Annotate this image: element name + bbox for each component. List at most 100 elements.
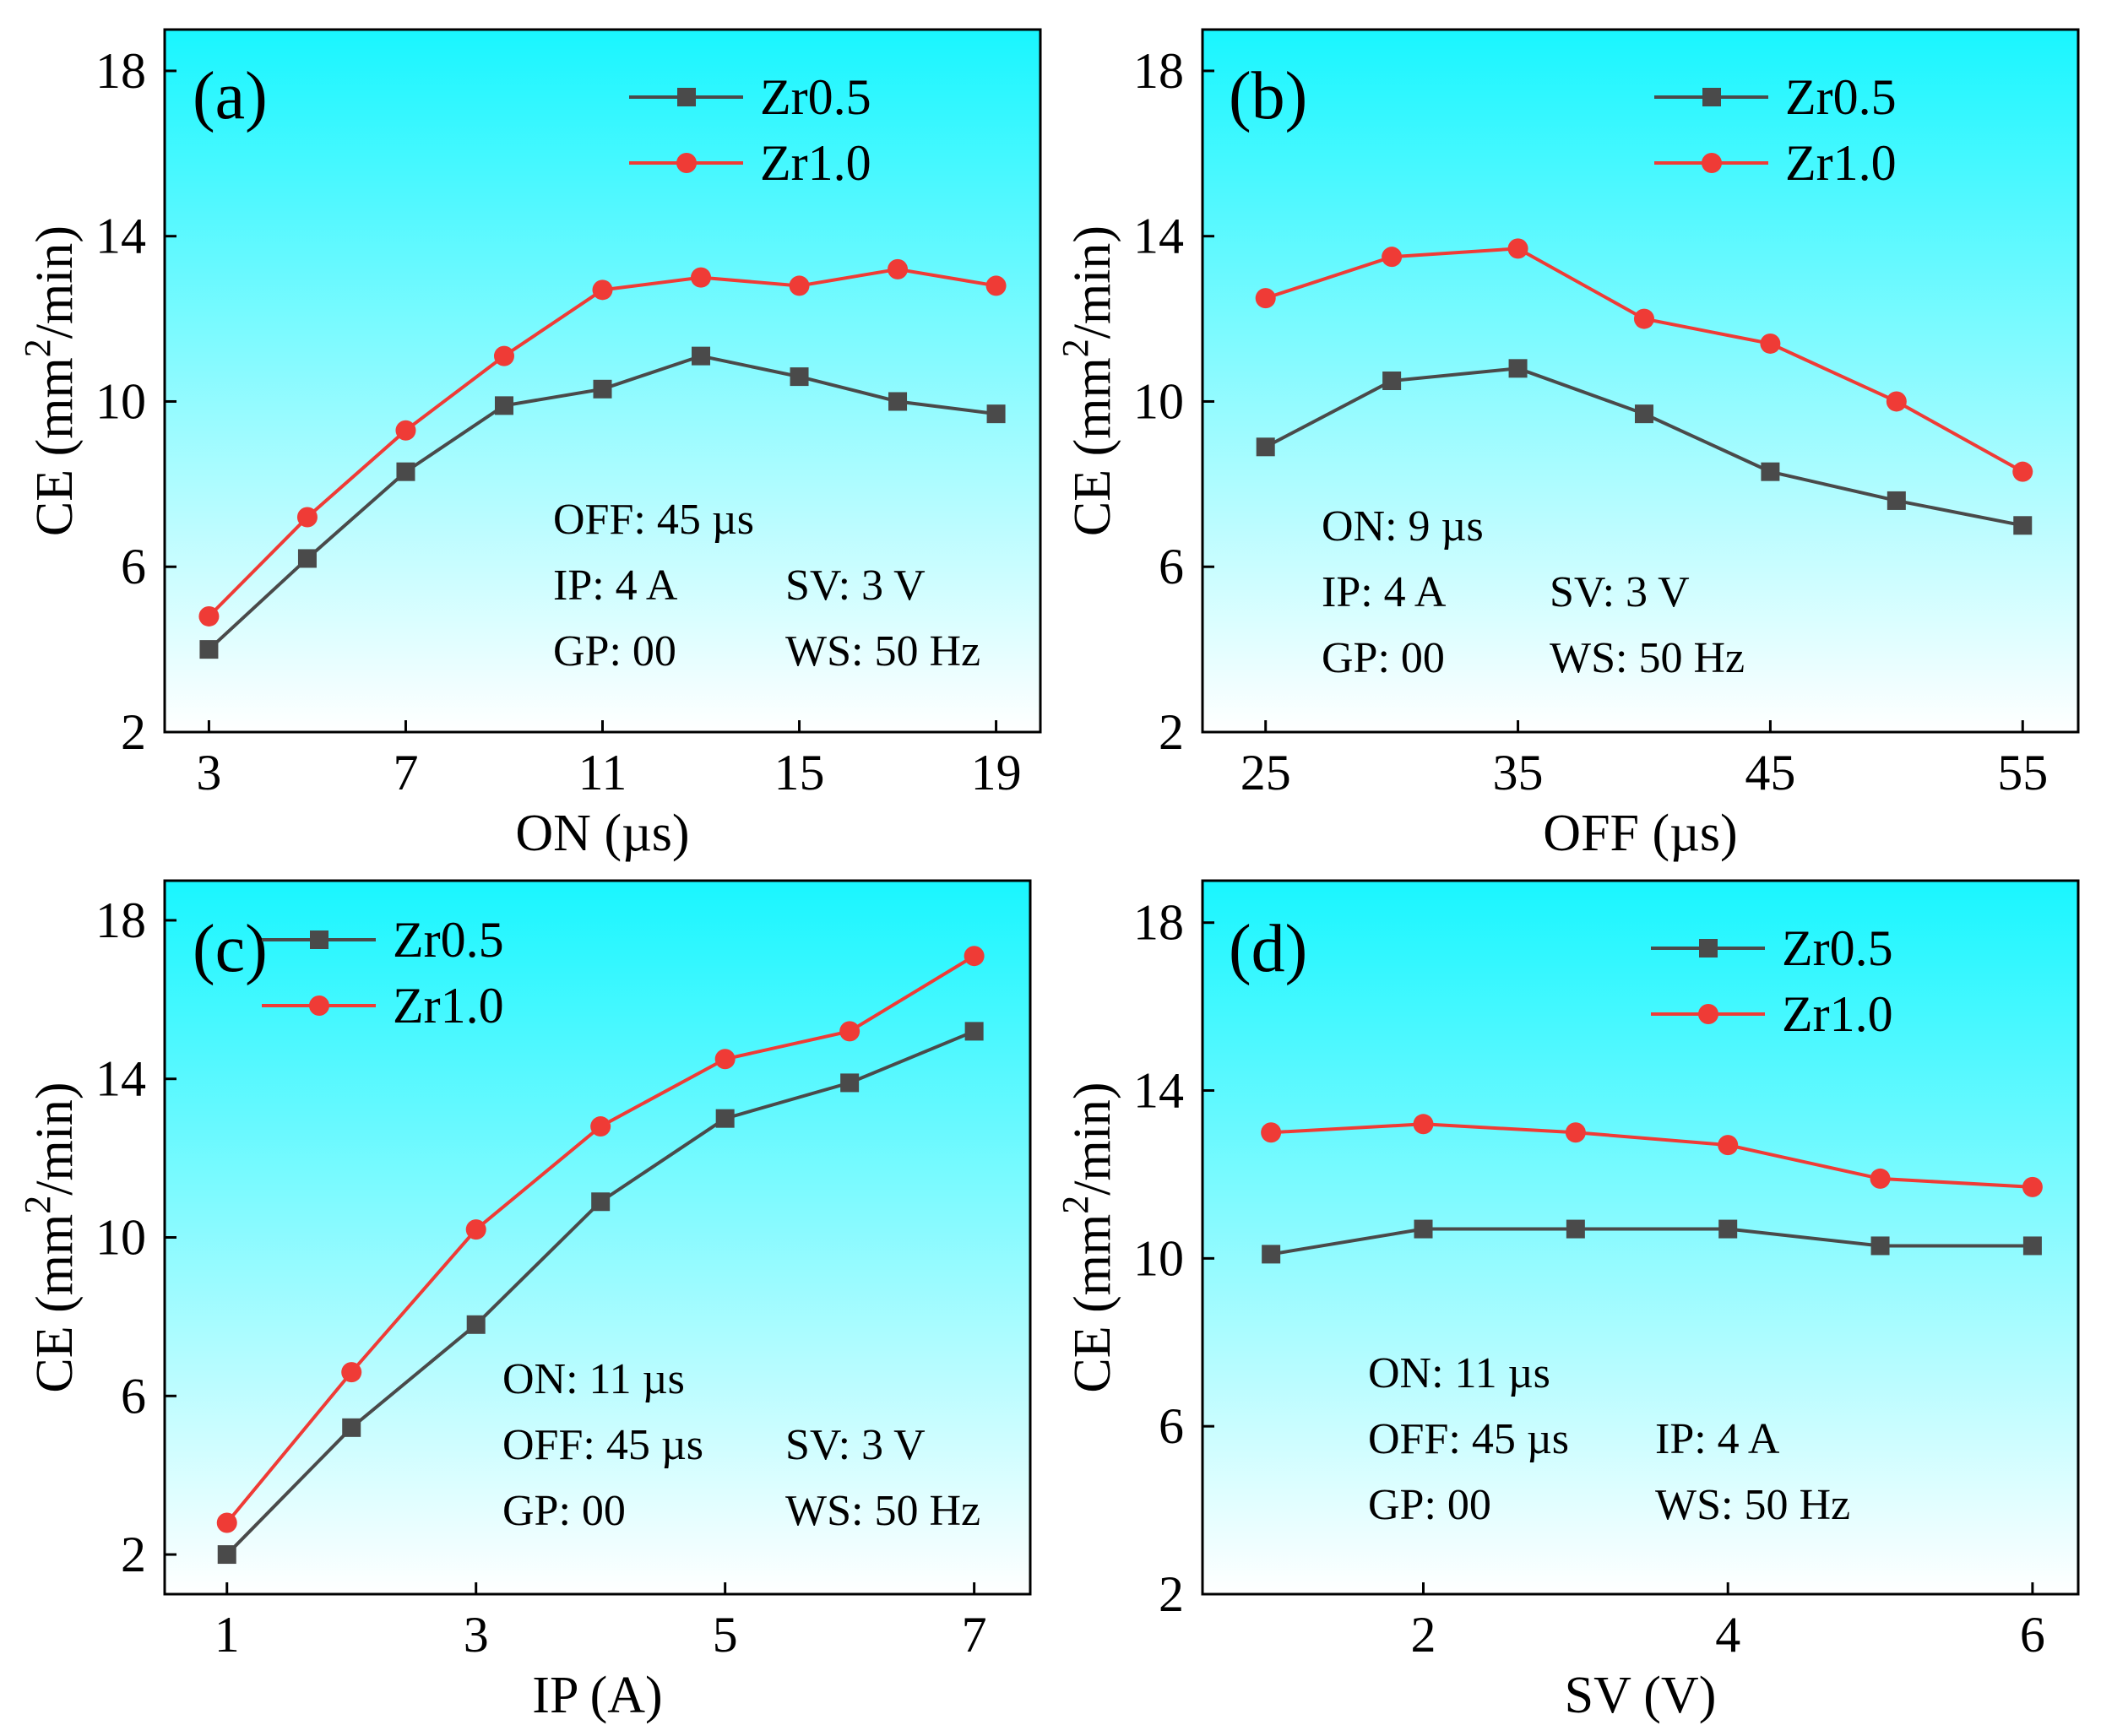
- data-point: [1718, 1219, 1738, 1239]
- series-Zr0.5: [199, 346, 1006, 659]
- legend: Zr0.5 Zr1.0: [1651, 920, 1893, 1042]
- legend-label: Zr1.0: [1782, 986, 1893, 1042]
- parameter-text: IP: 4 A: [1322, 568, 1447, 616]
- plot-frame: [163, 879, 1032, 1596]
- data-point: [840, 1073, 860, 1093]
- y-tick-label: 18: [1133, 895, 1184, 951]
- legend-label: Zr0.5: [760, 69, 871, 125]
- panel-label: (c): [193, 912, 268, 986]
- data-point: [1256, 437, 1275, 457]
- parameter-text: IP: 4 A: [1655, 1415, 1780, 1463]
- x-tick-label: 15: [774, 745, 825, 800]
- parameter-text: WS: 50 Hz: [1550, 634, 1745, 682]
- y-tick-label: 18: [95, 43, 146, 99]
- data-point: [1633, 308, 1654, 329]
- data-point: [296, 507, 318, 528]
- y-tick-label: 10: [1133, 1230, 1184, 1286]
- data-point: [1566, 1219, 1585, 1239]
- data-point: [888, 258, 909, 279]
- x-tick-label: 45: [1745, 745, 1795, 800]
- parameter-text: OFF: 45 µs: [553, 496, 754, 544]
- x-tick-label: 1: [214, 1607, 240, 1663]
- parameter-text: SV: 3 V: [785, 1421, 926, 1469]
- data-point: [839, 1021, 860, 1042]
- data-point: [964, 946, 985, 967]
- legend-marker: [1702, 153, 1722, 173]
- parameter-text: ON: 9 µs: [1322, 502, 1484, 551]
- x-tick-label: 6: [2020, 1607, 2045, 1663]
- data-point: [691, 267, 712, 288]
- legend-marker: [1702, 88, 1721, 106]
- y-tick-label: 14: [1133, 1063, 1184, 1119]
- data-point: [494, 396, 513, 415]
- legend-marker: [1699, 939, 1718, 958]
- parameter-text: ON: 11 µs: [1368, 1349, 1550, 1397]
- parameter-text: GP: 00: [553, 627, 676, 675]
- y-tick-label: 10: [95, 373, 146, 429]
- data-point: [1761, 462, 1780, 481]
- panel-label: (a): [193, 59, 268, 133]
- parameter-text: WS: 50 Hz: [785, 627, 980, 675]
- y-tick-label: 6: [1159, 539, 1184, 594]
- data-point: [217, 1545, 236, 1565]
- series-Zr0.5: [1262, 1219, 2042, 1264]
- y-tick-label: 6: [121, 1368, 146, 1424]
- parameter-text: SV: 3 V: [1550, 568, 1690, 616]
- x-tick-label: 25: [1241, 745, 1291, 800]
- parameter-annotation: ON: 11 µs OFF: 45 µs IP: 4 A GP: 00 WS: 50 H…: [1368, 1349, 1850, 1529]
- data-point: [2012, 461, 2033, 482]
- legend: Zr0.5 Zr1.0: [629, 69, 871, 191]
- plot-frame: [163, 28, 1042, 734]
- data-point: [590, 1116, 611, 1137]
- x-axis-label: IP (A): [532, 1667, 662, 1724]
- x-tick-label: 5: [713, 1607, 738, 1663]
- legend-label: Zr1.0: [1785, 135, 1897, 191]
- legend-label: Zr0.5: [393, 912, 504, 968]
- y-tick-label: 2: [121, 704, 146, 760]
- y-tick-label: 2: [1159, 1566, 1184, 1622]
- data-point: [888, 392, 908, 411]
- series-Zr0.5: [1256, 359, 2033, 535]
- data-point: [2013, 516, 2033, 535]
- parameter-text: GP: 00: [1322, 634, 1445, 682]
- plot-frame: [1201, 28, 2080, 734]
- x-tick-label: 35: [1493, 745, 1544, 800]
- data-point: [216, 1512, 237, 1533]
- data-point: [1565, 1122, 1586, 1143]
- legend-label: Zr1.0: [393, 978, 504, 1033]
- y-axis-label: CE (mm2/min): [17, 1082, 84, 1392]
- y-tick-label: 14: [95, 209, 146, 264]
- data-point: [1508, 359, 1528, 378]
- chart-panel-1: 3 7 11 15 19 2 6 10 14 18 ON (µs) CE (mm2/min) (a) Zr…: [17, 28, 1042, 862]
- data-point: [198, 605, 220, 627]
- parameter-text: GP: 00: [502, 1487, 626, 1535]
- legend-label: Zr0.5: [1782, 920, 1893, 976]
- y-tick-label: 14: [95, 1051, 146, 1107]
- series-line: [1270, 1227, 2033, 1256]
- parameter-text: SV: 3 V: [785, 561, 926, 610]
- data-point: [341, 1362, 362, 1383]
- plot-frame: [1201, 879, 2080, 1596]
- panel-label: (d): [1229, 912, 1307, 986]
- legend-marker: [309, 995, 329, 1016]
- parameter-text: WS: 50 Hz: [1655, 1481, 1850, 1529]
- x-axis-label: ON (µs): [515, 805, 689, 862]
- data-point: [2022, 1236, 2042, 1256]
- data-point: [465, 1219, 486, 1240]
- x-axis-label: SV (V): [1565, 1667, 1717, 1724]
- chart-panel-2: 25 35 45 55 2 6 10 14 18 OFF (µs) CE (mm2/min) (b) Z…: [1055, 28, 2080, 862]
- parameter-annotation: OFF: 45 µs IP: 4 A SV: 3 V GP: 00 WS: 50 Hz: [553, 496, 980, 675]
- series-Zr1.0: [1255, 238, 2033, 482]
- parameter-text: OFF: 45 µs: [502, 1421, 703, 1469]
- data-point: [789, 275, 810, 296]
- data-point: [466, 1315, 486, 1334]
- data-point: [692, 346, 711, 366]
- legend-marker: [677, 88, 696, 106]
- parameter-text: WS: 50 Hz: [785, 1487, 980, 1535]
- y-tick-label: 10: [95, 1210, 146, 1266]
- parameter-text: ON: 11 µs: [502, 1355, 685, 1403]
- data-point: [2022, 1176, 2043, 1197]
- data-point: [1718, 1135, 1739, 1156]
- x-tick-label: 11: [578, 745, 627, 800]
